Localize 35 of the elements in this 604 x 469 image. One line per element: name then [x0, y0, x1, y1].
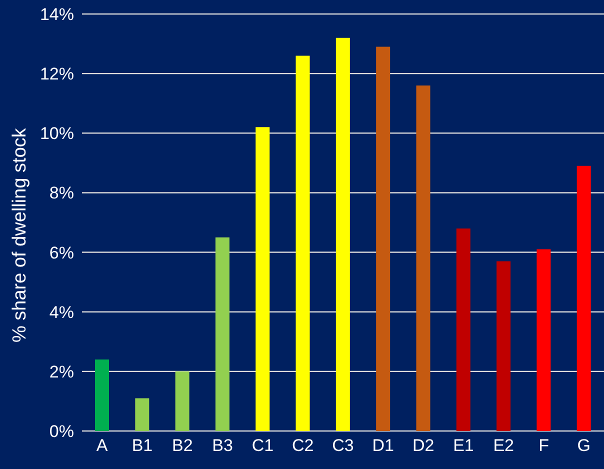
x-tick-label: C1	[252, 436, 274, 456]
x-tick-label: B2	[172, 436, 193, 456]
x-tick-label: E2	[493, 436, 514, 456]
x-tick-label: A	[96, 436, 108, 456]
x-tick-label: C3	[332, 436, 354, 456]
y-tick-label: 6%	[49, 243, 74, 262]
y-tick-label: 14%	[40, 5, 74, 24]
bar	[215, 237, 230, 431]
x-tick-label: D1	[372, 436, 394, 456]
bar	[416, 85, 430, 431]
x-tick-label: D2	[412, 436, 434, 456]
x-tick-label: E1	[453, 436, 474, 456]
bar	[135, 398, 150, 431]
y-tick-label: 0%	[49, 422, 74, 442]
x-tick-label: B1	[132, 436, 153, 456]
bar	[536, 249, 551, 431]
x-tick-label: C2	[292, 436, 314, 456]
y-tick-label: 4%	[49, 302, 74, 322]
bar	[456, 228, 470, 431]
x-tick-label: F	[538, 436, 549, 456]
y-tick-label: 2%	[49, 362, 74, 382]
y-tick-label: 12%	[40, 64, 74, 84]
bar	[95, 360, 109, 431]
bar	[496, 261, 511, 431]
bar	[256, 127, 270, 431]
bar	[175, 371, 190, 431]
bar	[336, 38, 350, 431]
y-tick-label: 8%	[49, 184, 74, 203]
bar	[576, 166, 591, 431]
y-tick-label: 10%	[40, 124, 74, 144]
x-tick-label: G	[577, 436, 591, 456]
bar	[296, 56, 310, 431]
x-tick-label: B3	[212, 436, 233, 456]
y-axis-title: % share of dwelling stock	[10, 128, 31, 342]
bar	[376, 46, 390, 431]
